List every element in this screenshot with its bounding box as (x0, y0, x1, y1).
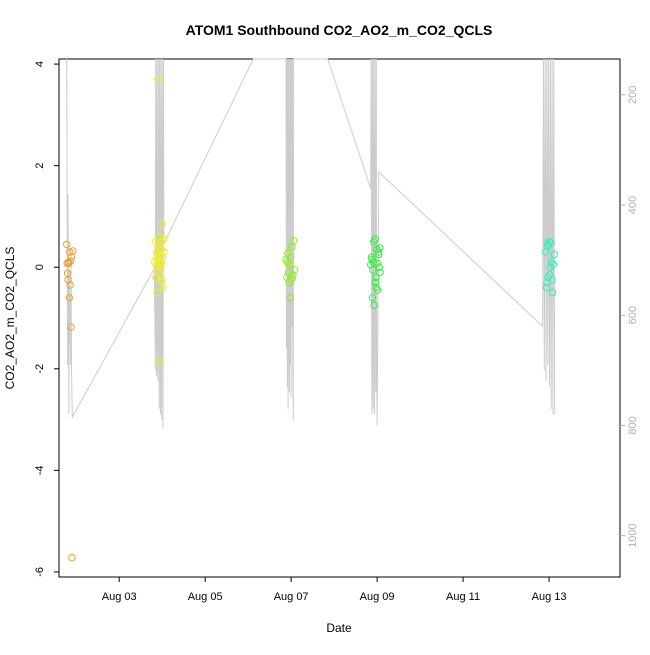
data-point (156, 250, 164, 259)
y-tick-label: 4 (34, 61, 46, 67)
secondary-tick-label: 600 (627, 306, 639, 324)
data-point (284, 268, 293, 276)
data-point (66, 281, 74, 289)
data-point (288, 273, 297, 282)
data-point (66, 257, 75, 265)
data-point (159, 235, 168, 244)
data-point (287, 253, 295, 261)
y-axis-label: CO2_AO2_m_CO2_QCLS (3, 247, 17, 390)
data-point (373, 259, 381, 267)
data-point (290, 237, 298, 245)
data-point (65, 259, 73, 267)
data-point (158, 220, 166, 228)
data-point (374, 248, 383, 256)
data-point (157, 263, 165, 271)
y-tick-label: 0 (34, 264, 46, 270)
data-point (154, 252, 163, 260)
data-point (376, 244, 384, 252)
y-tick-label: -2 (34, 364, 46, 374)
y-tick-label: 2 (34, 163, 46, 169)
x-tick-label: Aug 11 (446, 591, 480, 603)
data-point (66, 248, 74, 256)
data-point (154, 75, 162, 84)
y-tick-label: -4 (34, 465, 46, 475)
data-point (159, 283, 167, 292)
data-point (550, 250, 558, 259)
data-point (375, 263, 383, 271)
y-axis: -6 -4 -2 0 2 4 (34, 61, 59, 577)
data-point (69, 247, 77, 255)
x-tick-label: Aug 07 (274, 591, 309, 603)
data-point (289, 271, 297, 279)
data-point (548, 276, 556, 284)
secondary-tick-label: 1000 (627, 523, 639, 547)
x-axis: Aug 03 Aug 05 Aug 07 Aug 09 Aug 11 Aug 13 (102, 577, 567, 603)
secondary-tick-label: 400 (627, 196, 639, 214)
data-point (290, 266, 299, 274)
data-point (285, 278, 293, 287)
data-point (158, 253, 167, 261)
data-point (62, 240, 71, 249)
data-point (286, 294, 294, 302)
data-point (371, 278, 380, 287)
data-point (372, 273, 380, 282)
data-point (157, 238, 166, 246)
data-point (544, 242, 553, 250)
background-trace (66, 58, 556, 429)
plot-frame (58, 58, 621, 578)
data-point (283, 258, 291, 266)
data-point (368, 294, 377, 302)
data-point (65, 294, 74, 302)
secondary-tick-label: 200 (627, 86, 639, 104)
data-point (157, 245, 166, 254)
data-point (376, 268, 384, 276)
data-point (155, 357, 164, 365)
data-point (68, 554, 76, 562)
data-point (545, 238, 553, 246)
y-tick-label: -6 (34, 567, 46, 577)
x-tick-label: Aug 09 (360, 591, 395, 603)
data-point (160, 248, 168, 256)
data-point (158, 276, 166, 284)
x-tick-label: Aug 05 (188, 591, 223, 603)
data-point (370, 301, 378, 309)
data-points (62, 75, 558, 562)
data-point (67, 323, 75, 331)
data-point (548, 288, 557, 297)
data-point (370, 238, 378, 246)
data-point (372, 283, 380, 292)
data-point (541, 248, 550, 256)
secondary-tick-label: 800 (627, 416, 639, 434)
trace-line (66, 58, 556, 429)
x-tick-label: Aug 03 (102, 591, 137, 603)
data-point (546, 263, 555, 271)
data-point (542, 283, 551, 292)
x-axis-label: Date (326, 621, 352, 635)
data-point (153, 288, 161, 297)
x-tick-label: Aug 13 (532, 591, 567, 603)
data-point (368, 255, 376, 264)
data-point (369, 266, 377, 274)
chart-title: ATOM1 Southbound CO2_AO2_m_CO2_QCLS (186, 22, 493, 38)
secondary-y-axis: 200 400 600 800 1000 (620, 86, 639, 548)
